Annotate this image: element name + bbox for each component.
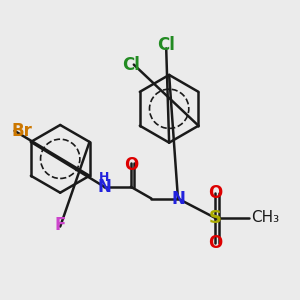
Text: O: O [124,156,138,174]
Text: Br: Br [11,122,32,140]
Text: N: N [171,190,185,208]
Text: S: S [208,209,221,227]
Text: F: F [55,216,66,234]
Text: Cl: Cl [122,56,140,74]
Text: CH₃: CH₃ [252,210,280,225]
Text: Cl: Cl [157,37,175,55]
Text: O: O [208,234,222,252]
Text: H: H [99,172,110,184]
Text: O: O [208,184,222,202]
Text: N: N [98,178,111,196]
